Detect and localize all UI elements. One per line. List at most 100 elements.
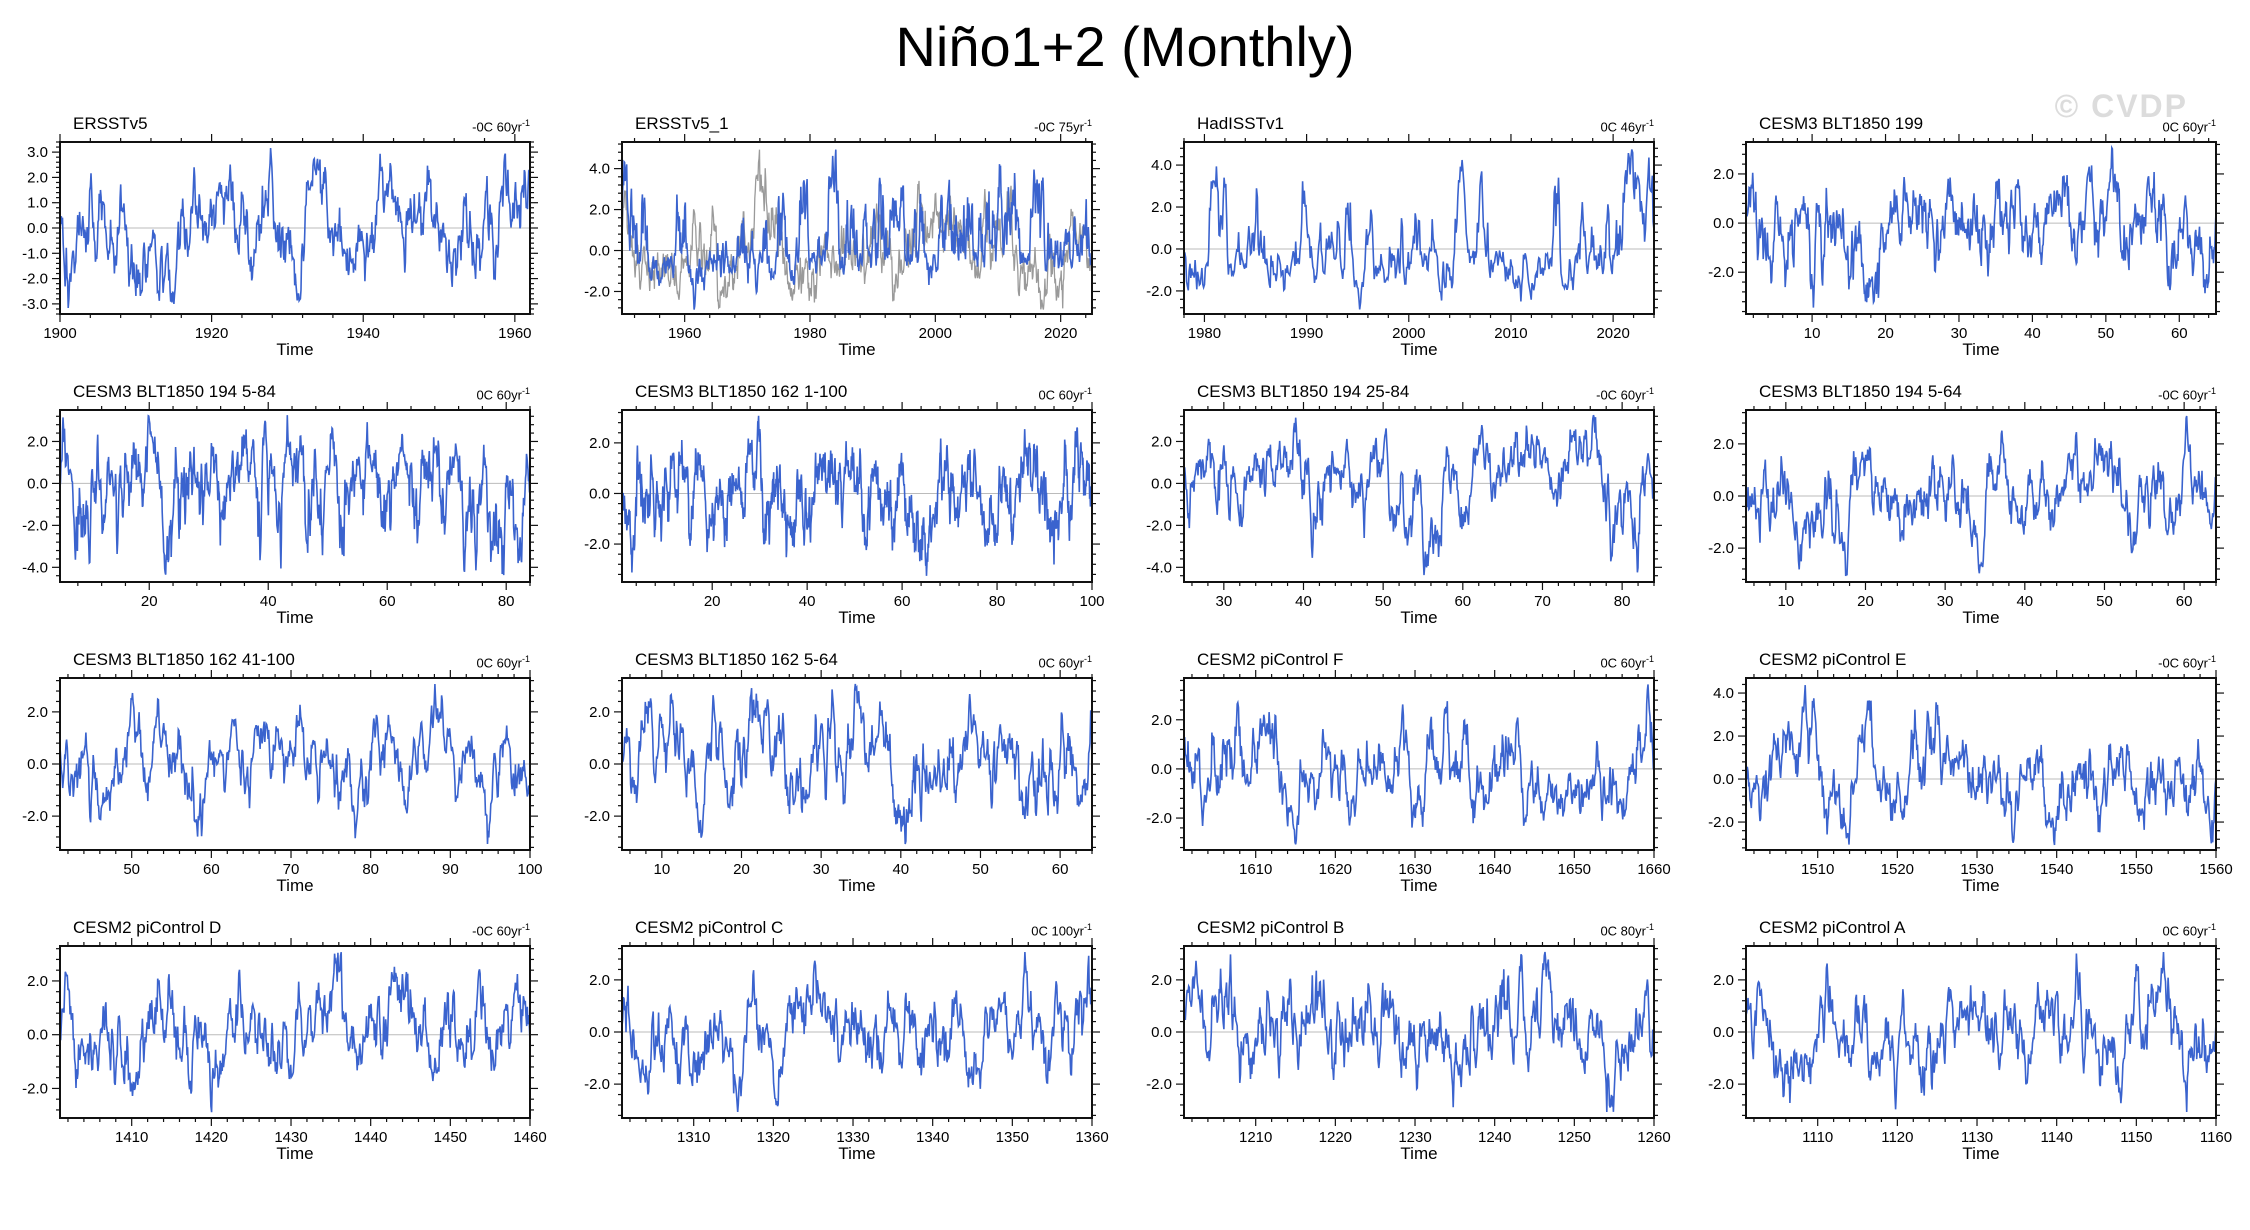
panel-trend-label: 0C 60yr-1	[476, 654, 530, 670]
svg-text:2010: 2010	[1494, 325, 1527, 340]
svg-text:1360: 1360	[1075, 1129, 1108, 1144]
svg-text:30: 30	[1937, 593, 1954, 608]
svg-text:1630: 1630	[1398, 861, 1431, 876]
panel-trend-label: -0C 60yr-1	[2158, 386, 2216, 402]
line-plot: 10 20 30 40 50 60 2.0 0.0 -2.0	[1708, 134, 2224, 340]
svg-text:1620: 1620	[1319, 861, 1352, 876]
svg-text:-2.0: -2.0	[584, 808, 610, 825]
svg-text:0.0: 0.0	[1713, 771, 1734, 788]
svg-text:1140: 1140	[2041, 1129, 2073, 1144]
panel-trend-label: -0C 60yr-1	[1596, 386, 1654, 402]
svg-text:1340: 1340	[916, 1129, 949, 1144]
svg-text:2000: 2000	[1392, 325, 1425, 340]
panel-trend-label: -0C 60yr-1	[472, 922, 530, 938]
svg-text:-2.0: -2.0	[1708, 264, 1734, 281]
svg-text:80: 80	[362, 861, 379, 876]
svg-text:1430: 1430	[274, 1129, 307, 1144]
svg-text:2.0: 2.0	[1151, 199, 1172, 216]
svg-text:1420: 1420	[195, 1129, 228, 1144]
timeseries-panel: CESM2 piControl E -0C 60yr-1 1510 1520 153…	[1686, 644, 2248, 896]
svg-text:60: 60	[379, 593, 396, 608]
svg-text:-4.0: -4.0	[1146, 559, 1172, 576]
svg-text:0.0: 0.0	[27, 756, 48, 773]
svg-text:60: 60	[203, 861, 220, 876]
panel-title: CESM2 piControl A	[1759, 918, 1906, 937]
line-plot: 1510 1520 1530 1540 1550 1560 4.0 2.0 0.0 -2.0	[1708, 670, 2233, 876]
svg-text:1520: 1520	[1881, 861, 1914, 876]
svg-text:70: 70	[1534, 593, 1551, 608]
panel-trend-exponent: -1	[521, 385, 530, 396]
svg-text:1980: 1980	[793, 325, 826, 340]
svg-text:2.0: 2.0	[1151, 433, 1172, 450]
svg-text:3.0: 3.0	[27, 144, 48, 161]
panel-trend-base: 0C 46yr	[1600, 119, 1646, 134]
svg-text:60: 60	[1052, 861, 1069, 876]
panel-header: CESM2 piControl E -0C 60yr-1	[1746, 644, 2216, 670]
x-axis-label: Time	[276, 876, 314, 895]
svg-text:50: 50	[972, 861, 989, 876]
panel-header: CESM3 BLT1850 162 1-100 0C 60yr-1	[622, 376, 1092, 402]
svg-text:1240: 1240	[1478, 1129, 1511, 1144]
timeseries-panel: CESM3 BLT1850 162 5-64 0C 60yr-1 10 20 30 4…	[562, 644, 1124, 896]
svg-text:1610: 1610	[1239, 861, 1272, 876]
svg-text:2.0: 2.0	[589, 202, 610, 219]
svg-text:1640: 1640	[1478, 861, 1511, 876]
svg-text:2.0: 2.0	[27, 704, 48, 721]
panel-trend-base: -0C 60yr	[1596, 387, 1646, 402]
line-plot: 30 40 50 60 70 80 2.0 0.0 -2.0 -4.0	[1146, 402, 1662, 608]
x-axis-label: Time	[276, 1144, 314, 1163]
svg-text:1560: 1560	[2199, 861, 2232, 876]
svg-text:1440: 1440	[354, 1129, 387, 1144]
line-plot: 50 60 70 80 90 100 2.0 0.0 -2.0	[22, 670, 543, 876]
svg-text:1350: 1350	[996, 1129, 1029, 1144]
x-axis-label: Time	[276, 340, 314, 359]
panel-title: CESM3 BLT1850 199	[1759, 114, 1924, 133]
timeseries-panel: CESM3 BLT1850 199 0C 60yr-1 10 20 30 40 50 60…	[1686, 108, 2248, 360]
svg-text:-2.0: -2.0	[22, 271, 48, 288]
panel-title: CESM3 BLT1850 194 5-84	[73, 382, 276, 401]
timeseries-panel: ERSSTv5_1 -0C 75yr-1 1960 1980 2000 2020 4.0…	[562, 108, 1124, 360]
svg-text:1120: 1120	[1881, 1129, 1913, 1144]
panel-trend-base: -0C 60yr	[472, 923, 522, 938]
x-axis-label: Time	[1962, 608, 2000, 627]
panel-title: CESM3 BLT1850 194 25-84	[1197, 382, 1410, 401]
panel-header: CESM2 piControl F 0C 60yr-1	[1184, 644, 1654, 670]
line-plot: 1900 1920 1940 1960 3.0 2.0 1.0 0.0 -1.0 -2.0 -3.0	[22, 134, 538, 340]
svg-text:1410: 1410	[115, 1129, 148, 1144]
cvdp-watermark: © CVDP	[2054, 88, 2188, 124]
svg-text:80: 80	[498, 593, 515, 608]
svg-text:0.0: 0.0	[589, 756, 610, 773]
timeseries-panel: CESM2 piControl F 0C 60yr-1 1610 1620 1630…	[1124, 644, 1686, 896]
x-axis-label: Time	[1400, 1144, 1438, 1163]
timeseries-panel: CESM2 piControl A 0C 60yr-1 1110 1120 1130…	[1686, 912, 2248, 1164]
svg-text:2.0: 2.0	[589, 972, 610, 989]
svg-text:0.0: 0.0	[1151, 761, 1172, 778]
svg-text:-2.0: -2.0	[1146, 517, 1172, 534]
svg-text:0.0: 0.0	[589, 485, 610, 502]
svg-text:20: 20	[141, 593, 158, 608]
svg-text:10: 10	[653, 861, 670, 876]
timeseries-panel: CESM3 BLT1850 194 25-84 -0C 60yr-1 30 40 5…	[1124, 376, 1686, 628]
panel-trend-label: 0C 60yr-1	[476, 386, 530, 402]
timeseries-panel: CESM2 piControl C 0C 100yr-1 1310 1320 133…	[562, 912, 1124, 1164]
x-axis-label: Time	[838, 340, 876, 359]
svg-text:40: 40	[892, 861, 909, 876]
x-axis-label: Time	[1400, 876, 1438, 895]
plot-grid: ERSSTv5 -0C 60yr-1 1900 1920 1940 1960 3.0 2.…	[0, 106, 2250, 1164]
x-axis-label: Time	[838, 608, 876, 627]
panel-trend-label: 0C 100yr-1	[1031, 922, 1092, 938]
svg-text:-2.0: -2.0	[1708, 540, 1734, 557]
svg-text:1160: 1160	[2200, 1129, 2232, 1144]
line-plot: 1110 1120 1130 1140 1150 1160 2.0 0.0 -2.0	[1708, 938, 2232, 1144]
svg-text:50: 50	[1375, 593, 1392, 608]
svg-text:40: 40	[2016, 593, 2033, 608]
panel-trend-label: 0C 60yr-1	[2162, 118, 2216, 134]
svg-text:1130: 1130	[1961, 1129, 1993, 1144]
panel-trend-base: 0C 60yr	[1600, 655, 1646, 670]
svg-text:2020: 2020	[1596, 325, 1629, 340]
panel-title: ERSSTv5	[73, 114, 148, 133]
svg-text:2.0: 2.0	[589, 704, 610, 721]
line-plot: 20 40 60 80 2.0 0.0 -2.0 -4.0	[22, 402, 538, 608]
svg-text:30: 30	[1215, 593, 1232, 608]
svg-text:1980: 1980	[1188, 325, 1221, 340]
